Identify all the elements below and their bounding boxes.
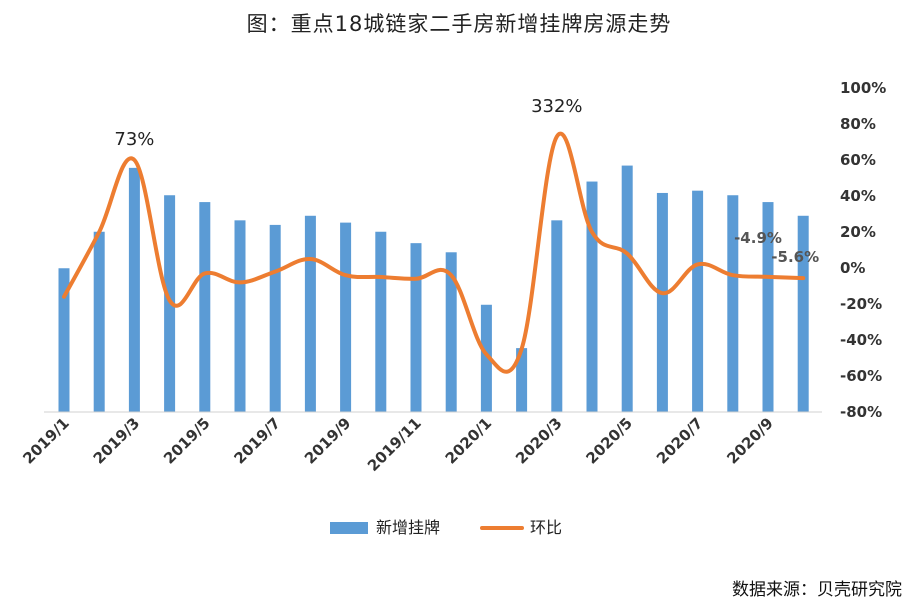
bar-2019/12 <box>445 252 457 412</box>
x-tick-label: 2019/11 <box>364 414 425 475</box>
y-tick-label: 80% <box>840 115 876 133</box>
x-axis-ticks: 2019/1 2019/3 2019/5 2019/7 2019/9 2019/11 202… <box>19 414 777 475</box>
bar-2019/10 <box>375 231 387 412</box>
y-tick-label: -60% <box>840 367 882 385</box>
x-tick-label: 2019/5 <box>160 414 214 468</box>
annotation-label: -5.6% <box>771 248 819 266</box>
legend-swatch-bar <box>330 522 368 534</box>
bar-2019/1 <box>58 268 70 412</box>
x-tick-label: 2020/7 <box>653 414 707 468</box>
bar-2019/11 <box>410 243 422 412</box>
bar-2020/9 <box>762 202 774 412</box>
y-tick-label: -20% <box>840 295 882 313</box>
annotations: 73% 332% -4.9%-5.6% <box>114 96 819 266</box>
bar-2020/5 <box>621 165 633 412</box>
bar-2019/7 <box>269 224 281 412</box>
x-tick-label: 2020/1 <box>442 414 496 468</box>
x-tick-label: 2020/3 <box>512 414 566 468</box>
bar-2019/9 <box>340 222 352 412</box>
x-tick-label: 2019/9 <box>301 414 355 468</box>
bar-2019/5 <box>199 202 211 412</box>
bar-2020/1 <box>480 304 492 412</box>
legend: 新增挂牌 环比 <box>330 518 562 537</box>
bar-2020/6 <box>656 192 668 412</box>
bar-2019/3 <box>128 167 140 412</box>
y-tick-label: 100% <box>840 79 886 97</box>
annotation-label: 332% <box>531 96 582 117</box>
x-tick-label: 2020/5 <box>583 414 637 468</box>
bar-2020/8 <box>727 195 739 412</box>
annotation-label: 73% <box>114 129 154 150</box>
y-tick-label: 40% <box>840 187 876 205</box>
legend-label-line: 环比 <box>530 518 562 537</box>
line-series <box>62 131 806 374</box>
source-note: 数据来源：贝壳研究院 <box>732 580 902 600</box>
y-tick-label: -80% <box>840 403 882 421</box>
bar-2020/3 <box>551 220 563 412</box>
y-tick-label: -40% <box>840 331 882 349</box>
x-tick-label: 2019/1 <box>19 414 73 468</box>
bar-2019/6 <box>234 220 246 412</box>
y-axis-ticks: -80% -60% -40% -20% 0% 20% 40% 60% 80% 100% <box>840 79 886 421</box>
bar-2019/8 <box>304 215 316 412</box>
y-tick-label: 0% <box>840 259 865 277</box>
bar-2020/2 <box>516 348 528 412</box>
bar-2020/10 <box>797 215 809 412</box>
line-path-huanbi <box>62 131 806 374</box>
x-tick-label: 2019/3 <box>90 414 144 468</box>
legend-label-bar: 新增挂牌 <box>376 518 440 537</box>
annotation-label: -4.9% <box>734 229 782 247</box>
y-tick-label: 20% <box>840 223 876 241</box>
bar-2020/7 <box>692 190 704 412</box>
x-tick-label: 2020/9 <box>723 414 777 468</box>
bar-2019/2 <box>93 231 105 412</box>
bar-series <box>58 165 809 412</box>
chart-title: 图：重点18城链家二手房新增挂牌房源走势 <box>246 12 672 36</box>
x-tick-label: 2019/7 <box>231 414 285 468</box>
y-tick-label: 60% <box>840 151 876 169</box>
bar-2020/4 <box>586 181 598 412</box>
